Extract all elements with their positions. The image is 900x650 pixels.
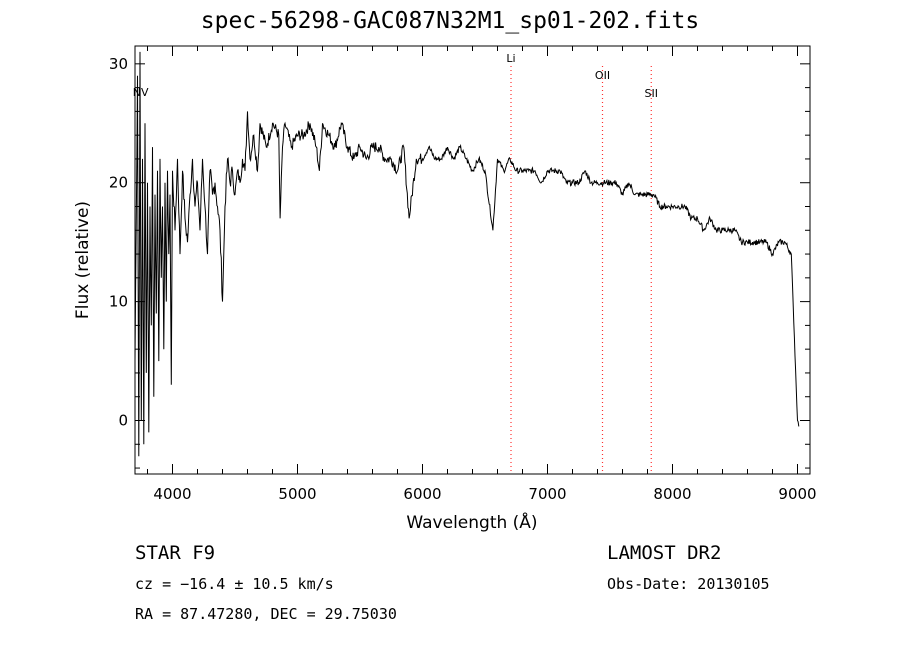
line-label-oii: OII bbox=[595, 69, 610, 82]
y-tick-label: 30 bbox=[109, 55, 128, 73]
line-label-sii: SII bbox=[645, 87, 658, 100]
line-label-li: Li bbox=[506, 52, 515, 65]
coordinates: RA = 87.47280, DEC = 29.75030 bbox=[135, 605, 397, 623]
x-tick-label: 6000 bbox=[403, 485, 441, 503]
emission-line-markers: NV Li OII SII bbox=[133, 52, 658, 474]
x-tick-label: 9000 bbox=[778, 485, 816, 503]
obs-date: Obs-Date: 20130105 bbox=[607, 575, 770, 593]
x-tick-label: 5000 bbox=[278, 485, 316, 503]
y-tick-label: 20 bbox=[109, 174, 128, 192]
chart-title: spec-56298-GAC087N32M1_sp01-202.fits bbox=[200, 8, 700, 34]
axis-ticks: 4000 5000 6000 7000 8000 9000 0 10 20 30 bbox=[109, 46, 817, 503]
x-axis-label: Wavelength (Å) bbox=[406, 511, 537, 533]
redshift-info: cz = −16.4 ± 10.5 km/s bbox=[135, 575, 334, 593]
y-axis-label: Flux (relative) bbox=[73, 201, 93, 319]
y-tick-label: 10 bbox=[109, 293, 128, 311]
x-tick-label: 4000 bbox=[153, 485, 191, 503]
x-tick-label: 8000 bbox=[653, 485, 691, 503]
survey-name: LAMOST DR2 bbox=[607, 542, 722, 564]
object-class: STAR F9 bbox=[135, 542, 216, 564]
y-tick-label: 0 bbox=[118, 412, 128, 430]
plot-frame bbox=[134, 45, 811, 475]
spectrum-line bbox=[134, 51, 800, 457]
x-tick-label: 7000 bbox=[528, 485, 566, 503]
line-label-nv: NV bbox=[133, 86, 149, 99]
